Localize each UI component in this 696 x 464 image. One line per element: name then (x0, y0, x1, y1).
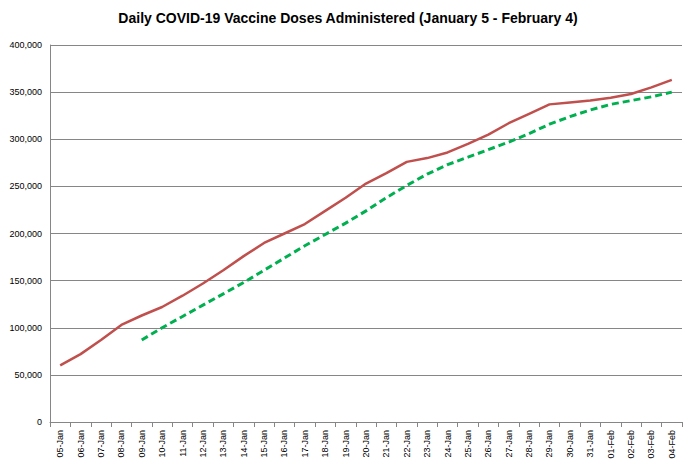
svg-text:14-Jan: 14-Jan (239, 430, 249, 458)
svg-text:19-Jan: 19-Jan (341, 430, 351, 458)
svg-text:18-Jan: 18-Jan (320, 430, 330, 458)
svg-text:09-Jan: 09-Jan (137, 430, 147, 458)
svg-text:200,000: 200,000 (9, 229, 42, 239)
svg-text:300,000: 300,000 (9, 134, 42, 144)
svg-text:16-Jan: 16-Jan (279, 430, 289, 458)
svg-text:02-Feb: 02-Feb (626, 430, 636, 459)
svg-text:25-Jan: 25-Jan (463, 430, 473, 458)
svg-text:350,000: 350,000 (9, 87, 42, 97)
svg-text:100,000: 100,000 (9, 323, 42, 333)
svg-text:08-Jan: 08-Jan (116, 430, 126, 458)
svg-text:24-Jan: 24-Jan (443, 430, 453, 458)
svg-text:04-Feb: 04-Feb (667, 430, 677, 459)
svg-text:27-Jan: 27-Jan (504, 430, 514, 458)
svg-text:03-Feb: 03-Feb (646, 430, 656, 459)
svg-text:400,000: 400,000 (9, 40, 42, 50)
svg-text:30-Jan: 30-Jan (565, 430, 575, 458)
svg-text:31-Jan: 31-Jan (585, 430, 595, 458)
svg-text:26-Jan: 26-Jan (483, 430, 493, 458)
svg-text:12-Jan: 12-Jan (198, 430, 208, 458)
svg-text:150,000: 150,000 (9, 276, 42, 286)
svg-text:21-Jan: 21-Jan (381, 430, 391, 458)
svg-text:06-Jan: 06-Jan (76, 430, 86, 458)
svg-text:15-Jan: 15-Jan (259, 430, 269, 458)
svg-text:01-Feb: 01-Feb (606, 430, 616, 459)
svg-text:Daily COVID-19 Vaccine Doses A: Daily COVID-19 Vaccine Doses Administere… (118, 10, 577, 26)
svg-text:0: 0 (37, 417, 42, 427)
svg-text:10-Jan: 10-Jan (157, 430, 167, 458)
svg-text:22-Jan: 22-Jan (402, 430, 412, 458)
svg-text:20-Jan: 20-Jan (361, 430, 371, 458)
svg-text:50,000: 50,000 (14, 370, 42, 380)
svg-text:05-Jan: 05-Jan (55, 430, 65, 458)
svg-text:28-Jan: 28-Jan (524, 430, 534, 458)
svg-text:23-Jan: 23-Jan (422, 430, 432, 458)
svg-text:250,000: 250,000 (9, 181, 42, 191)
svg-text:17-Jan: 17-Jan (300, 430, 310, 458)
svg-text:29-Jan: 29-Jan (544, 430, 554, 458)
svg-text:11-Jan: 11-Jan (178, 430, 188, 457)
svg-text:13-Jan: 13-Jan (218, 430, 228, 458)
svg-text:07-Jan: 07-Jan (96, 430, 106, 458)
